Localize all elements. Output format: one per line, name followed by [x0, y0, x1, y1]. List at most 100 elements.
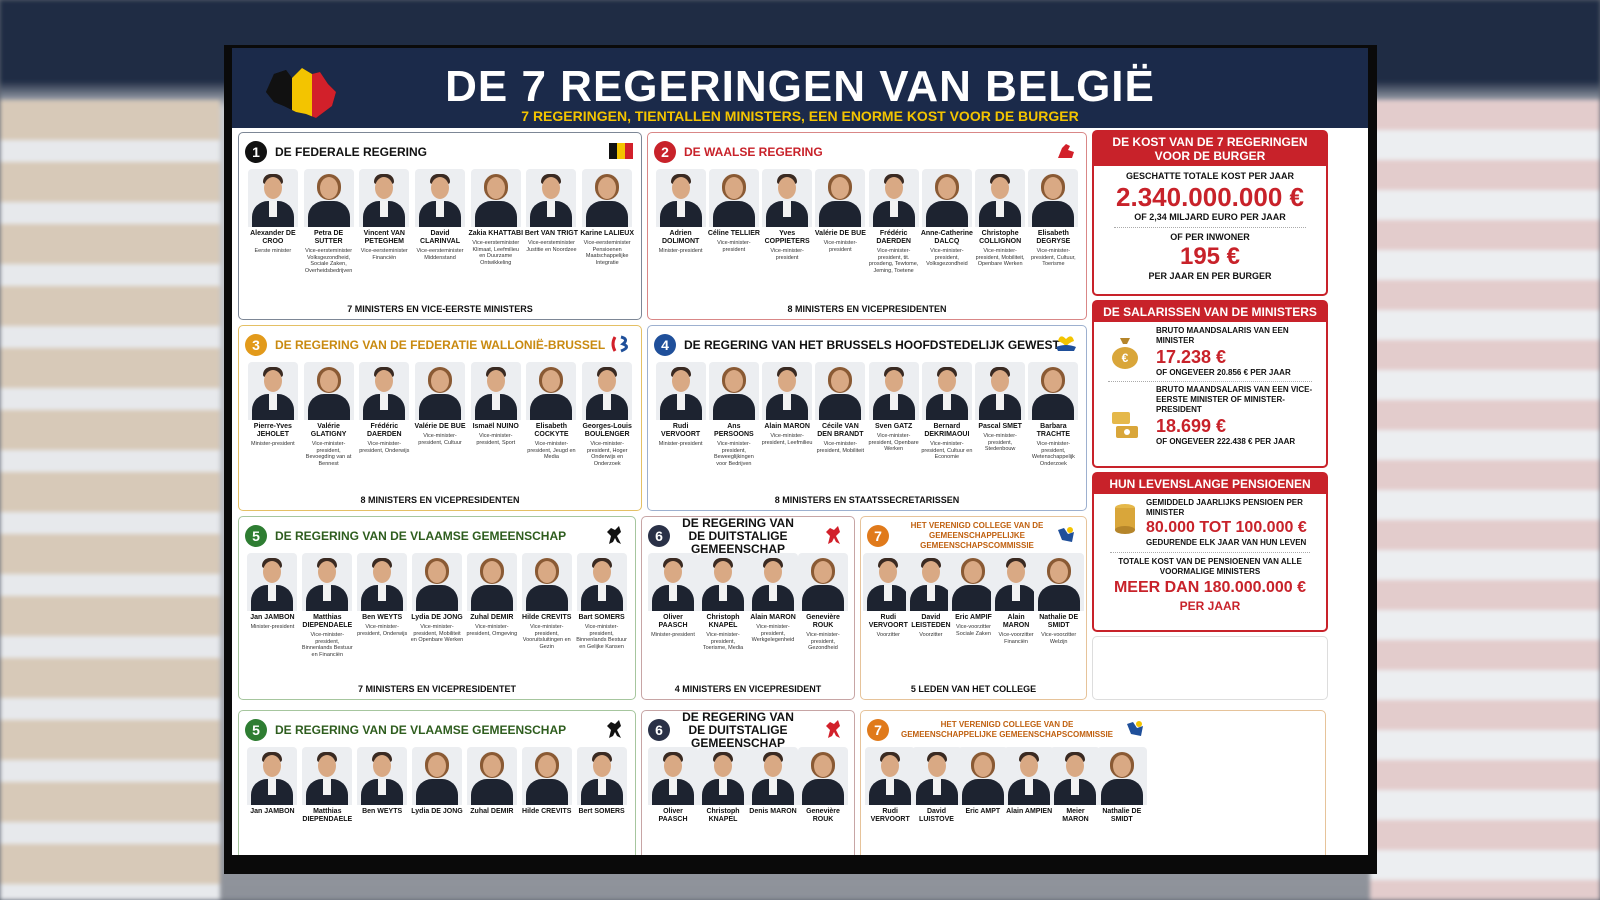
minister-card: Sven GATZ Vice-minister-president, Openba…: [867, 362, 920, 467]
minister-name: Frédéric DAERDEN: [876, 230, 911, 245]
minister-role: Voorzitter: [876, 632, 900, 638]
section-title: DE REGERING VAN DE VLAAMSE GEMEENSCHAP: [275, 722, 567, 737]
empty-panel: [1092, 636, 1328, 700]
minister-portrait: [357, 747, 408, 805]
per-inhabitant-value: 195 €: [1179, 243, 1241, 270]
minister-name: David CLARINVAL: [420, 230, 460, 245]
poster-header: DE 7 REGERINGEN VAN BELGIË 7 REGERINGEN,…: [232, 48, 1368, 128]
minister-role: Vice-minister-president, Beweeglijkingen…: [714, 441, 754, 467]
minister-card: Frédéric DAERDEN Vice-minister-president,…: [356, 362, 412, 467]
minister-portrait: [412, 553, 462, 611]
minister-name: Genevière ROUK: [806, 808, 840, 823]
minister-name: Alain AMPIEN: [1006, 808, 1053, 815]
minister-name: Barbara TRACHTE: [1036, 423, 1071, 438]
minister-name: Alain MARON: [750, 614, 796, 621]
minister-role: Vice-minister-president, Onderwijs: [357, 624, 408, 637]
minister-role: Voorzitter: [919, 632, 943, 638]
minister-role: Vice-minister-president, Mobiliteit: [816, 441, 865, 454]
minister-card: Genevière ROUK Vice-minister-president, G…: [798, 553, 848, 652]
minister-role: Vice-minister-president, Binnenlands Bes…: [576, 624, 627, 650]
minister-name: David LEISTEDEN: [911, 614, 951, 629]
minister-name: Pascal SMET: [978, 423, 1022, 430]
minister-salary-block: BRUTO MAANDSALARIS VAN EEN MINISTER 17.2…: [1156, 326, 1326, 378]
minister-name: Nathalie DE SMIDT: [1039, 614, 1079, 629]
minister-role: Minister-president: [250, 624, 295, 630]
section-header: 5 DE REGERING VAN DE VLAAMSE GEMEENSCHAP: [245, 523, 566, 549]
minister-role: Vice-eersteminister Financiën: [360, 248, 408, 261]
minister-name: Rudi VERVOORT: [868, 614, 908, 629]
minister-card: Rudi VERVOORT Minister-president: [654, 362, 707, 467]
minister-card: Lydia DE JONG Vice-minister-president, Mo…: [410, 553, 465, 658]
section-header: 7 HET VERENIGD COLLEGE VAN DE GEMEENSCHA…: [867, 521, 1057, 550]
minister-card: David CLARINVAL Vice-eersteminister Midde…: [412, 169, 468, 274]
minister-role: Vice-voorzitter Sociale Zaken: [955, 624, 992, 637]
minister-role: Vice-minister-president, tit. prosdeng, …: [868, 248, 919, 274]
minister-portrait: [412, 747, 462, 805]
section-header: 2 DE WAALSE REGERING: [654, 139, 823, 165]
minister-card: Rudi VERVOORT Voorzitter: [863, 553, 914, 645]
minister-portrait: [1033, 553, 1084, 611]
minister-salary-label: BRUTO MAANDSALARIS VAN EEN MINISTER: [1156, 326, 1289, 345]
minister-portrait: [815, 362, 866, 420]
section-footer: 7 MINISTERS EN VICE-EERSTE MINISTERS: [347, 304, 533, 314]
minister-portrait: [1028, 169, 1079, 227]
minister-name: Zuhal DEMIR: [470, 614, 514, 621]
minister-card: Alain MARON Vice-minister-president, Leef…: [761, 362, 814, 467]
members-row: Rudi VERVOORT Voorzitter David LEISTEDEN Vo…: [863, 553, 1084, 645]
minister-name: David LUISTOVE: [919, 808, 954, 823]
minister-card: Ans PERSOONS Vice-minister-president, Bew…: [707, 362, 760, 467]
section-federatie-wallonie-brussel: 3 DE REGERING VAN DE FEDERATIE WALLONIË-…: [238, 325, 642, 511]
pensions-panel: HUN LEVENSLANGE PENSIOENEN GEMIDDELD JAA…: [1092, 472, 1328, 632]
minister-role: Vice-minister-president, Jeugd en Media: [527, 441, 576, 460]
section-footer: 4 MINISTERS EN VICEPRESIDENT: [674, 684, 822, 694]
minister-salary-note: OF ONGEVEER 20.856 € PER JAAR: [1156, 368, 1291, 377]
minister-card: Oliver PAASCH: [648, 747, 698, 824]
minister-role: Vice-eersteminister Volksgezondheid, Soc…: [304, 248, 353, 274]
minister-card: Zakia KHATTABI Vice-eersteminister Klimaa…: [468, 169, 524, 274]
section-duitstalige-gemeenschap: 6 DE REGERING VAN DE DUITSTALIGE GEMEENS…: [641, 516, 855, 700]
minister-role: Vice-minister-president, Sport: [476, 433, 516, 446]
minister-name: Valérie GLATIGNY: [310, 423, 347, 438]
minister-name: Bart SOMERS: [578, 614, 625, 621]
minister-role: Vice-minister-president, Cultuur en Econ…: [921, 441, 973, 460]
minister-portrait: [526, 169, 577, 227]
minister-role: Vice-eersteminister Middenstand: [416, 248, 464, 261]
section-title: HET VERENIGD COLLEGE VAN DE GEMEENSCHAPP…: [900, 720, 1114, 739]
minister-portrait: [1028, 362, 1079, 420]
minister-card: Zuhal DEMIR: [464, 747, 519, 824]
minister-portrait: [466, 747, 517, 805]
minister-card: Eric AMPIF Vice-voorzitter Sociale Zaken: [948, 553, 999, 645]
section-footer: 8 MINISTERS EN VICEPRESIDENTEN: [360, 495, 520, 505]
minister-name: Jan JAMBON: [250, 808, 295, 815]
minister-name: Oliver PAASCH: [658, 614, 688, 629]
minister-name: Rudi VERVOORT: [661, 423, 701, 438]
minister-role: Vice-minister-president, Mobiliteit en O…: [410, 624, 464, 643]
minister-name: Eric AMPT: [965, 808, 1001, 815]
section-number-badge: 3: [245, 334, 267, 356]
minister-portrait: [798, 747, 848, 805]
minister-role: Vice-minister-president, Cultuur, Toeris…: [1031, 248, 1076, 267]
minister-portrait: [708, 169, 759, 227]
minister-card: Frédéric DAERDEN Vice-minister-president,…: [867, 169, 920, 274]
minister-card: Matthias DIEPENDAELE: [300, 747, 355, 824]
minister-role: Vice-minister-president: [823, 240, 858, 253]
avg-pension-label: GEMIDDELD JAARLIJKS PENSIOEN PER MINISTE…: [1146, 498, 1303, 517]
minister-card: Bert SOMERS: [574, 747, 629, 824]
minister-portrait: [975, 362, 1026, 420]
minister-role: Minister-president: [651, 632, 695, 638]
minister-portrait: [648, 553, 698, 611]
minister-name: Frédéric DAERDEN: [366, 423, 402, 438]
cost-panel-title: DE KOST VAN DE 7 REGERINGEN VOOR DE BURG…: [1094, 132, 1326, 166]
minister-portrait: [863, 553, 914, 611]
minister-name: Eric AMPIF: [955, 614, 992, 621]
minister-card: Genevière ROUK: [798, 747, 848, 824]
section-title: DE REGERING VAN HET BRUSSELS HOOFDSTEDEL…: [684, 337, 1060, 352]
minister-portrait: [868, 169, 919, 227]
minister-name: Elisabeth COCKYTE: [534, 423, 569, 438]
minister-portrait: [582, 169, 633, 227]
background-right-column: [1370, 100, 1600, 900]
section-gemeenschapscommissie: 7 HET VERENIGD COLLEGE VAN DE GEMEENSCHA…: [860, 516, 1087, 700]
minister-card: Eric AMPT: [957, 747, 1008, 824]
minister-name: Cécile VAN DEN BRANDT: [817, 423, 864, 438]
minister-name: Lydia DE JONG: [411, 808, 463, 815]
